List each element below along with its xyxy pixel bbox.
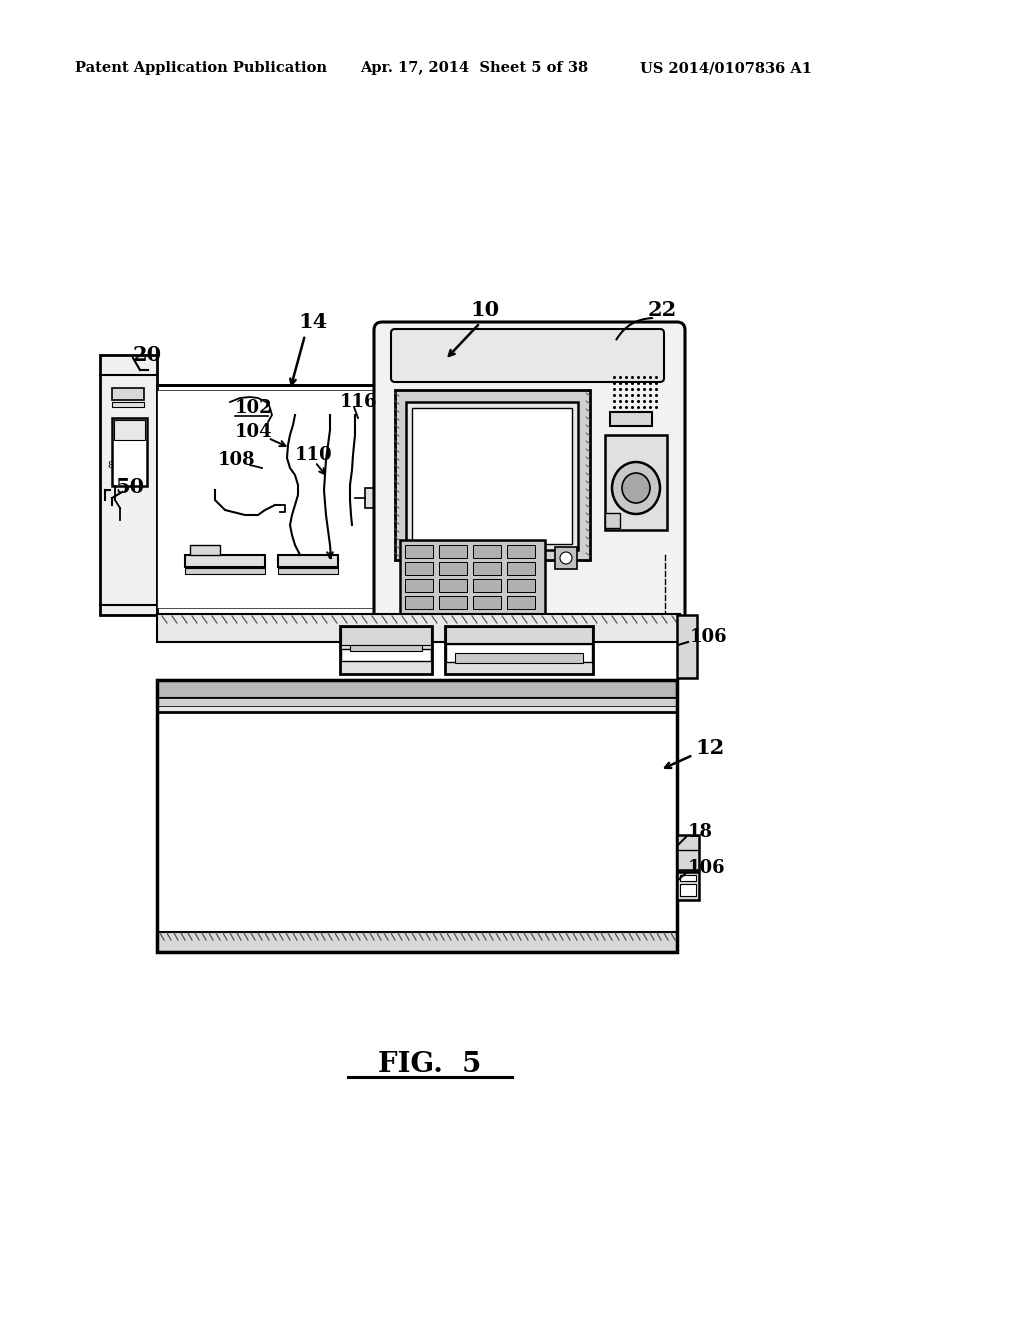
Bar bbox=[412, 408, 572, 544]
Bar bbox=[157, 614, 680, 642]
Text: 110: 110 bbox=[295, 446, 333, 465]
Bar bbox=[100, 355, 157, 615]
Text: Patent Application Publication: Patent Application Publication bbox=[75, 61, 327, 75]
Text: 102: 102 bbox=[234, 399, 272, 417]
Bar bbox=[157, 932, 677, 952]
Bar bbox=[439, 579, 467, 591]
Bar bbox=[605, 513, 620, 528]
Ellipse shape bbox=[622, 473, 650, 503]
Bar bbox=[112, 418, 147, 486]
Text: 116: 116 bbox=[340, 393, 378, 411]
Bar bbox=[157, 680, 677, 698]
Bar bbox=[350, 645, 422, 651]
Bar bbox=[365, 488, 375, 508]
Bar bbox=[114, 420, 145, 440]
Bar bbox=[555, 546, 577, 569]
Text: 106: 106 bbox=[688, 859, 726, 876]
FancyBboxPatch shape bbox=[374, 322, 685, 626]
Bar bbox=[446, 644, 592, 663]
Bar bbox=[439, 562, 467, 576]
Bar bbox=[185, 568, 265, 574]
Bar bbox=[610, 412, 652, 426]
Bar bbox=[340, 626, 432, 675]
Bar bbox=[677, 615, 697, 678]
Text: 20: 20 bbox=[133, 345, 162, 366]
Bar bbox=[473, 579, 501, 591]
Text: 106: 106 bbox=[690, 628, 728, 645]
Ellipse shape bbox=[612, 462, 660, 513]
Bar bbox=[341, 627, 431, 645]
Bar bbox=[400, 540, 545, 615]
Bar bbox=[406, 562, 433, 576]
Bar bbox=[278, 568, 338, 574]
Bar bbox=[406, 545, 433, 558]
Bar bbox=[406, 403, 578, 550]
Bar bbox=[112, 403, 144, 407]
FancyBboxPatch shape bbox=[391, 329, 664, 381]
Bar bbox=[455, 653, 583, 663]
Bar bbox=[680, 875, 696, 880]
Text: 108: 108 bbox=[218, 451, 256, 469]
Bar bbox=[507, 579, 535, 591]
Bar bbox=[677, 873, 699, 900]
Bar bbox=[473, 562, 501, 576]
Bar bbox=[157, 680, 677, 952]
Bar bbox=[614, 356, 648, 367]
Bar bbox=[406, 597, 433, 609]
Bar bbox=[157, 385, 385, 615]
Bar bbox=[341, 649, 431, 661]
Text: 22: 22 bbox=[648, 300, 677, 319]
Bar bbox=[395, 389, 590, 560]
Bar bbox=[157, 698, 677, 706]
Bar bbox=[473, 597, 501, 609]
Bar bbox=[473, 545, 501, 558]
Bar bbox=[157, 711, 677, 932]
Bar bbox=[439, 545, 467, 558]
Bar bbox=[677, 836, 699, 870]
Bar bbox=[278, 554, 338, 568]
Bar bbox=[507, 545, 535, 558]
Bar bbox=[446, 627, 592, 643]
Text: 104: 104 bbox=[234, 422, 272, 441]
Circle shape bbox=[560, 552, 572, 564]
Text: 10: 10 bbox=[470, 300, 499, 319]
Text: US 2014/0107836 A1: US 2014/0107836 A1 bbox=[640, 61, 812, 75]
Bar bbox=[375, 385, 385, 615]
Text: 50: 50 bbox=[115, 477, 144, 498]
Bar bbox=[190, 545, 220, 554]
Bar bbox=[605, 436, 667, 531]
Bar bbox=[112, 388, 144, 400]
Bar bbox=[439, 597, 467, 609]
Text: FIG.  5: FIG. 5 bbox=[378, 1052, 481, 1078]
Bar bbox=[157, 706, 677, 711]
Bar bbox=[507, 562, 535, 576]
Text: Apr. 17, 2014  Sheet 5 of 38: Apr. 17, 2014 Sheet 5 of 38 bbox=[360, 61, 588, 75]
Bar bbox=[507, 597, 535, 609]
Bar bbox=[157, 389, 375, 609]
Bar bbox=[680, 884, 696, 896]
Bar bbox=[445, 626, 593, 675]
Bar bbox=[406, 579, 433, 591]
Bar bbox=[185, 554, 265, 568]
Text: 14: 14 bbox=[298, 312, 328, 333]
Text: 8: 8 bbox=[106, 461, 113, 470]
Bar bbox=[610, 352, 652, 371]
Text: 18: 18 bbox=[688, 822, 713, 841]
Text: 12: 12 bbox=[695, 738, 724, 758]
